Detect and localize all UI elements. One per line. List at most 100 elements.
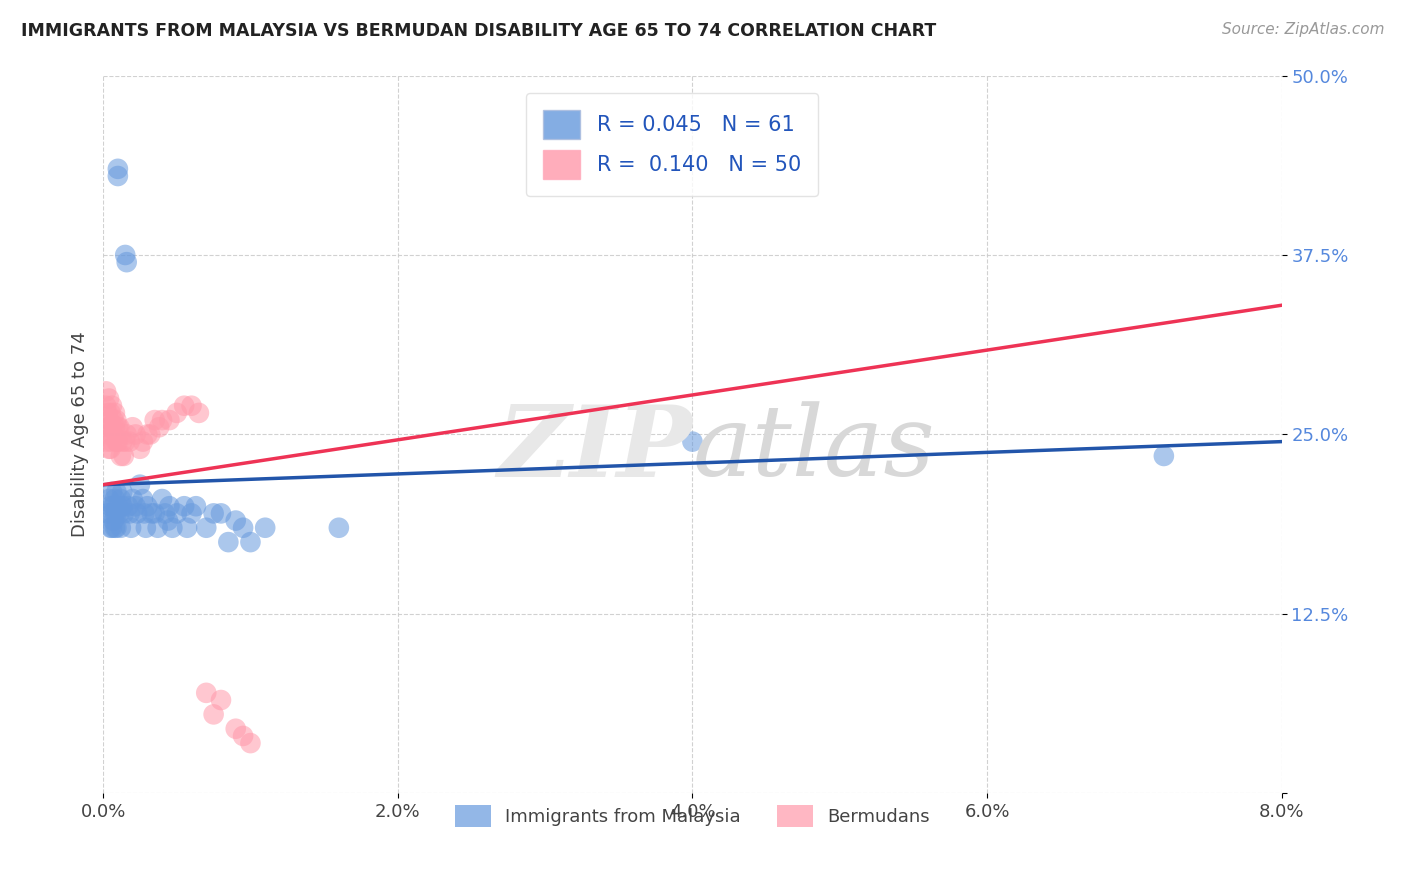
Point [101, 399, 124, 413]
Point [105, 484, 128, 499]
Point [173, 399, 195, 413]
Point [125, 507, 148, 521]
Point [118, 434, 141, 449]
Point [159, 500, 181, 514]
Point [328, 521, 350, 535]
Point [232, 729, 254, 743]
Point [104, 521, 127, 535]
Point [107, 420, 129, 434]
Point [104, 420, 127, 434]
Point [129, 477, 152, 491]
Point [156, 514, 179, 528]
Point [94, 399, 117, 413]
Point [115, 427, 138, 442]
Point [120, 521, 142, 535]
Point [117, 500, 139, 514]
Point [180, 507, 202, 521]
Point [136, 500, 159, 514]
Point [118, 507, 141, 521]
Point [107, 169, 129, 183]
Point [209, 693, 232, 707]
Point [98, 491, 121, 506]
Point [132, 491, 155, 506]
Point [105, 413, 128, 427]
Point [136, 427, 159, 442]
Point [232, 521, 254, 535]
Point [141, 507, 163, 521]
Point [681, 434, 703, 449]
Y-axis label: Disability Age 65 to 74: Disability Age 65 to 74 [72, 332, 89, 537]
Point [124, 427, 146, 442]
Point [101, 420, 124, 434]
Point [146, 521, 169, 535]
Point [112, 449, 135, 463]
Point [202, 707, 225, 722]
Point [134, 507, 156, 521]
Point [143, 413, 166, 427]
Point [150, 413, 173, 427]
Point [101, 507, 124, 521]
Text: atlas: atlas [692, 401, 935, 497]
Point [96, 434, 118, 449]
Point [101, 484, 124, 499]
Point [184, 500, 207, 514]
Point [166, 406, 188, 420]
Point [139, 427, 162, 442]
Text: IMMIGRANTS FROM MALAYSIA VS BERMUDAN DISABILITY AGE 65 TO 74 CORRELATION CHART: IMMIGRANTS FROM MALAYSIA VS BERMUDAN DIS… [21, 22, 936, 40]
Point [129, 442, 152, 456]
Point [150, 491, 173, 506]
Point [94, 384, 117, 399]
Point [225, 722, 247, 736]
Point [239, 535, 262, 549]
Point [121, 491, 143, 506]
Point [96, 420, 118, 434]
Point [202, 507, 225, 521]
Point [166, 507, 188, 521]
Point [98, 392, 121, 406]
Point [173, 500, 195, 514]
Point [110, 491, 132, 506]
Point [217, 535, 239, 549]
Point [98, 413, 121, 427]
Point [148, 420, 170, 434]
Point [96, 406, 118, 420]
Text: Source: ZipAtlas.com: Source: ZipAtlas.com [1222, 22, 1385, 37]
Point [108, 507, 131, 521]
Point [100, 420, 122, 434]
Point [111, 500, 134, 514]
Point [105, 434, 128, 449]
Point [111, 484, 134, 499]
Point [100, 442, 122, 456]
Point [104, 406, 127, 420]
Point [104, 507, 127, 521]
Point [121, 420, 143, 434]
Point [103, 514, 125, 528]
Point [195, 686, 218, 700]
Point [107, 434, 129, 449]
Text: ZIP: ZIP [498, 401, 692, 497]
Point [100, 521, 122, 535]
Point [107, 161, 129, 176]
Point [153, 507, 176, 521]
Point [108, 420, 131, 434]
Point [159, 413, 181, 427]
Point [107, 500, 129, 514]
Point [176, 521, 198, 535]
Point [225, 514, 247, 528]
Point [98, 442, 121, 456]
Point [100, 500, 122, 514]
Point [239, 736, 262, 750]
Point [98, 427, 121, 442]
Legend: Immigrants from Malaysia, Bermudans: Immigrants from Malaysia, Bermudans [447, 798, 938, 835]
Point [110, 521, 132, 535]
Point [104, 491, 127, 506]
Point [105, 521, 128, 535]
Point [114, 434, 136, 449]
Point [135, 521, 157, 535]
Point [254, 521, 277, 535]
Point [143, 507, 166, 521]
Point [115, 255, 138, 269]
Point [112, 507, 135, 521]
Point [114, 248, 136, 262]
Point [103, 500, 125, 514]
